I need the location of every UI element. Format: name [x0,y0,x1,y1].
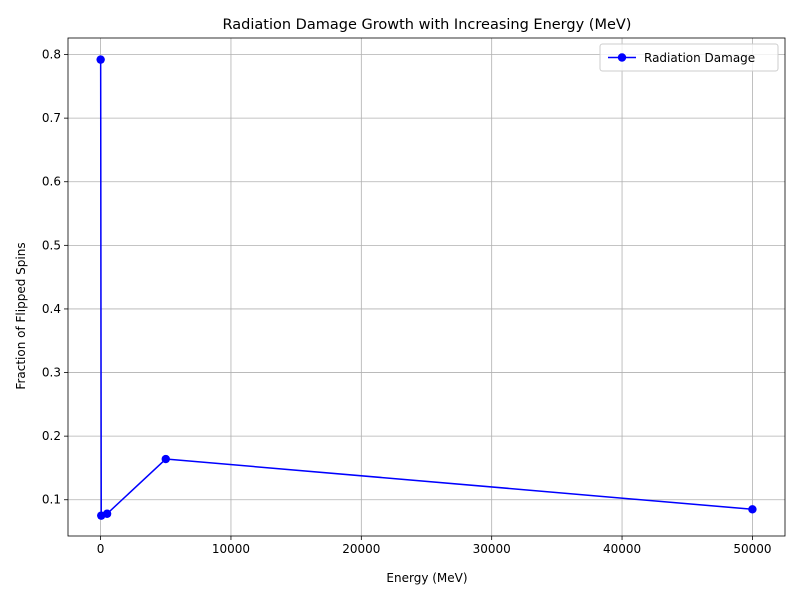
y-tick-label: 0.6 [42,175,61,189]
legend: Radiation Damage [599,43,779,72]
x-tick-label: 10000 [212,542,250,556]
grid [68,38,785,536]
data-point [102,509,112,518]
legend-marker [617,53,627,62]
x-tick-label: 20000 [342,542,380,556]
x-tick-label: 0 [97,542,105,556]
y-tick-label: 0.5 [42,238,61,252]
data-point [748,505,757,514]
x-axis-label: Energy (MeV) [386,571,467,585]
x-tick-label: 40000 [603,542,641,556]
y-tick-label: 0.8 [42,48,61,62]
y-tick-label: 0.1 [42,493,61,507]
chart-title: Radiation Damage Growth with Increasing … [223,17,632,33]
y-tick-label: 0.4 [42,302,61,316]
series-layer [96,55,757,520]
ticks: 0 10000 20000 30000 40000 50000 0.1 0.2 0.3 0.4 0.… [42,48,772,556]
legend-box [599,43,779,72]
y-tick-label: 0.2 [42,429,61,443]
y-axis-label: Fraction of Flipped Spins [14,242,28,389]
legend-label: Radiation Damage [644,51,755,65]
y-tick-label: 0.7 [42,111,61,125]
data-point [96,55,105,64]
x-tick-label: 50000 [733,542,771,556]
series-line [99,59,753,517]
axes-frame [67,37,786,537]
y-tick-label: 0.3 [42,366,61,380]
x-tick-label: 30000 [473,542,511,556]
data-point [161,454,170,464]
